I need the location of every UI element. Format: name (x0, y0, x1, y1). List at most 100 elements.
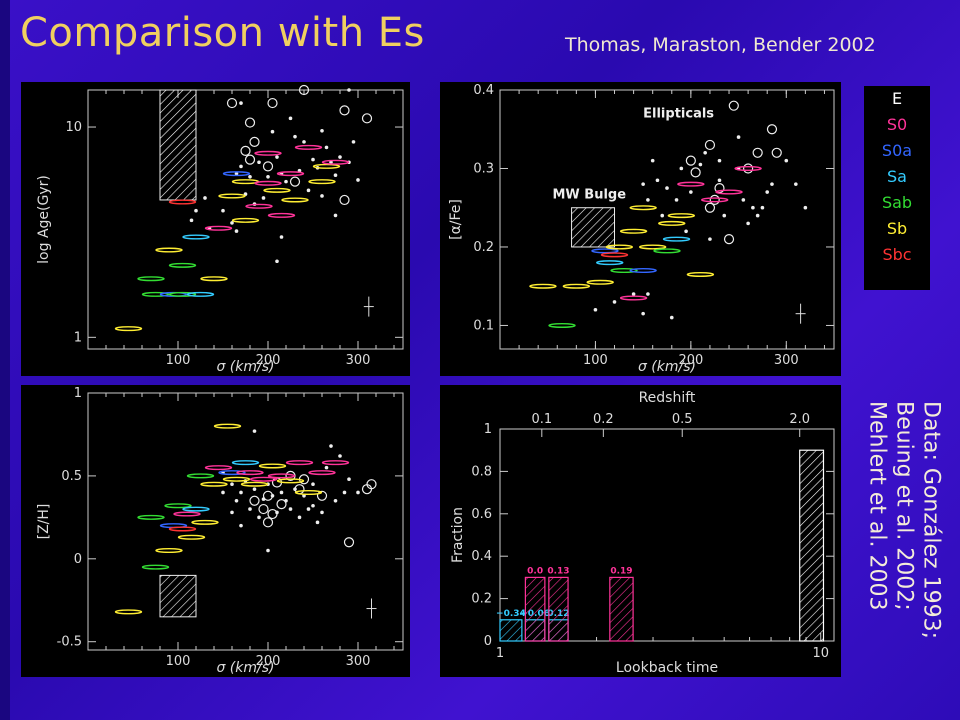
bulge-point (168, 199, 197, 205)
bulge-point (258, 463, 287, 469)
x-tick-label: 300 (346, 353, 371, 368)
elliptical-point (293, 487, 297, 491)
bar-label: 0.13 (547, 566, 569, 576)
elliptical-point (356, 178, 360, 182)
elliptical-point (356, 490, 360, 495)
elliptical-point (593, 307, 598, 312)
elliptical-point (284, 179, 288, 184)
bulge-point (254, 180, 282, 186)
bulge-point (200, 276, 228, 282)
alpha-fe-sigma-plot: 100 200 300 0.1 0.2 0.3 0.4 σ (km/s) [α/Fe] Ellip… (440, 82, 841, 376)
bulge-point (610, 268, 638, 274)
bulge-point (168, 291, 197, 297)
x-axis-label: σ (km/s) (638, 359, 696, 375)
y-tick-label: 10 (65, 120, 82, 135)
bulge-point (548, 322, 576, 328)
elliptical-point (266, 174, 270, 179)
elliptical-point (794, 182, 798, 186)
elliptical-point (248, 507, 252, 511)
bulge-point (308, 470, 336, 476)
bulge-point (701, 197, 729, 203)
elliptical-point (338, 155, 342, 159)
elliptical-point (306, 188, 311, 193)
elliptical-point (275, 510, 279, 515)
bulge-point (308, 179, 336, 185)
y-tick-label: 0.6 (471, 507, 492, 522)
elliptical-point (669, 315, 674, 320)
elliptical-point (266, 548, 270, 553)
x-tick-label: 100 (166, 654, 191, 669)
elliptical-point (311, 482, 315, 486)
y-tick-label: 0.2 (473, 240, 494, 255)
bulge-point (629, 205, 657, 211)
elliptical-point (270, 494, 275, 498)
data-source-line: Mehlert et al. 2003 (864, 400, 890, 611)
bulge-point (321, 460, 350, 466)
y-axis-label: [Z/H] (36, 504, 52, 540)
y-tick-label: 1 (74, 386, 82, 401)
histogram-bar (548, 576, 569, 642)
elliptical-open-point (267, 97, 278, 109)
x-tick-label: 100 (583, 353, 608, 368)
bulge-point (168, 526, 197, 532)
mw-bulge-box (159, 89, 197, 201)
elliptical-point (320, 194, 324, 198)
elliptical-point (288, 116, 293, 121)
elliptical-point (329, 160, 333, 165)
left-stripe (0, 0, 10, 720)
bar-label: 0.19 (610, 566, 632, 576)
elliptical-point (261, 497, 266, 501)
elliptical-point (324, 465, 329, 470)
elliptical-point (275, 259, 279, 264)
elliptical-open-point (723, 234, 735, 245)
elliptical-open-point (704, 139, 716, 151)
elliptical-point (717, 178, 722, 183)
elliptical-point (347, 88, 351, 92)
elliptical-point (315, 520, 320, 525)
y-tick-label: 0.3 (473, 161, 494, 176)
bulge-point (586, 279, 614, 285)
elliptical-point (320, 510, 324, 515)
bulge-point (218, 470, 246, 476)
bulge-point (155, 548, 183, 554)
top-tick-label: 0.1 (531, 412, 552, 427)
plot-frame (499, 428, 835, 642)
elliptical-point (641, 311, 645, 316)
elliptical-point (279, 235, 284, 239)
plot-frame (499, 89, 835, 350)
elliptical-open-point (316, 490, 328, 501)
elliptical-point (293, 134, 297, 139)
data-source-line: Data: González 1993; (918, 400, 944, 640)
elliptical-point (784, 158, 789, 163)
elliptical-point (803, 205, 808, 210)
legend-item-sab: Sab (881, 193, 913, 212)
elliptical-point (329, 444, 333, 448)
elliptical-point (230, 510, 234, 515)
bulge-point (182, 506, 210, 512)
bulge-point (168, 262, 197, 268)
x-tick-label: 10 (812, 646, 829, 661)
histogram-svg: 1 10 0.1 0.2 0.5 2.0 Redshift 0 0.2 0.4 0.6 0.8 1 Loo… (450, 390, 835, 676)
bulge-point (249, 476, 278, 482)
elliptical-open-point (743, 163, 754, 174)
elliptical-point (239, 164, 243, 169)
elliptical-point (284, 498, 288, 503)
bulge-point (677, 181, 705, 187)
elliptical-point (646, 198, 650, 202)
bulge-point (562, 283, 591, 289)
elliptical-point (320, 128, 324, 133)
bulge-point (186, 291, 215, 297)
elliptical-open-point (262, 161, 274, 172)
bulge-point (164, 503, 192, 509)
elliptical-open-point (267, 508, 278, 520)
bulge-point (236, 470, 264, 476)
bulge-point (222, 171, 251, 177)
bulge-point (715, 189, 743, 195)
bulge-point (141, 291, 170, 297)
elliptical-point (708, 237, 712, 241)
bulge-point (254, 150, 282, 156)
elliptical-point (333, 498, 338, 503)
elliptical-point (770, 182, 774, 186)
bulge-point (596, 260, 624, 266)
elliptical-open-point (709, 194, 720, 205)
